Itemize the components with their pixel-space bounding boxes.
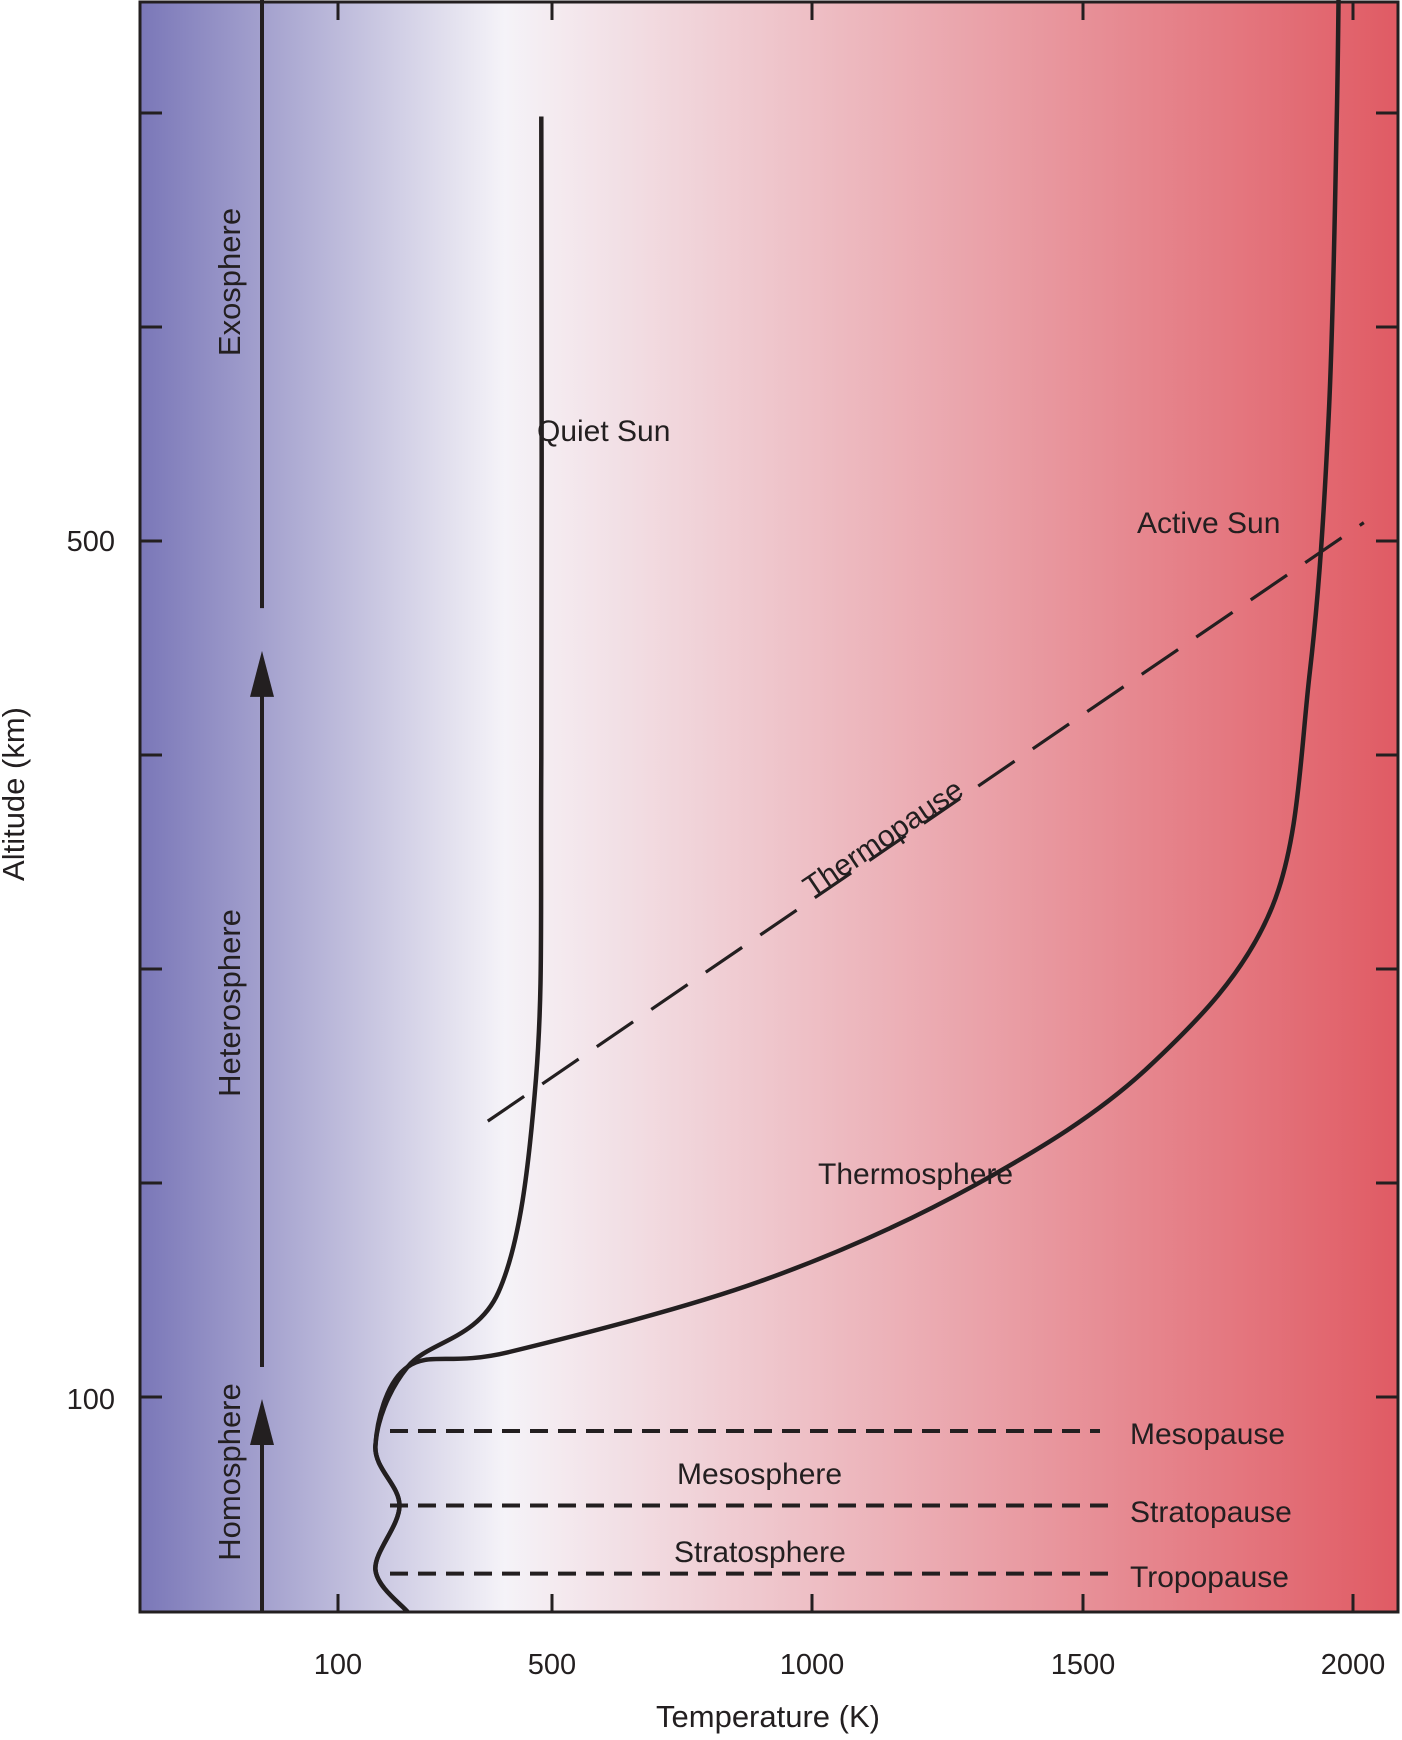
- y-tick-label-500: 500: [67, 526, 115, 558]
- plot-background: [140, 2, 1398, 1612]
- x-tick-label-1000: 1000: [780, 1649, 845, 1681]
- region-arrows: [250, 0, 274, 1612]
- exosphere-label: Exosphere: [212, 208, 247, 356]
- thermopause-line: [486, 521, 1365, 1123]
- active-sun-curve: [373, 0, 1341, 1614]
- mesopause-label: Mesopause: [1130, 1418, 1285, 1451]
- x-tick-label-2000: 2000: [1321, 1649, 1386, 1681]
- axis-tick-labels: 100 500 1000 1500 2000 500 100: [67, 526, 1386, 1681]
- temperature-curves: [373, 0, 1341, 1614]
- boundary-lines: [390, 521, 1365, 1576]
- plot-frame: [138, 0, 1400, 1614]
- homosphere-label: Homosphere: [212, 1383, 247, 1560]
- heterosphere-arrow-head: [250, 650, 274, 697]
- heterosphere-label: Heterosphere: [212, 909, 247, 1097]
- y-tick-label-100: 100: [67, 1384, 115, 1416]
- x-tick-label-500: 500: [528, 1649, 576, 1681]
- stratosphere-label: Stratosphere: [674, 1536, 846, 1569]
- x-axis-title: Temperature (K): [656, 1699, 880, 1734]
- mesosphere-label: Mesosphere: [677, 1458, 842, 1491]
- homosphere-arrow-head: [250, 1399, 274, 1445]
- stratopause-label: Stratopause: [1130, 1496, 1292, 1529]
- y-axis-title: Altitude (km): [0, 707, 31, 881]
- x-tick-label-100: 100: [314, 1649, 362, 1681]
- x-tick-label-1500: 1500: [1051, 1649, 1116, 1681]
- active-sun-label: Active Sun: [1137, 507, 1280, 540]
- tropopause-label: Tropopause: [1130, 1561, 1289, 1594]
- quiet-sun-label: Quiet Sun: [537, 415, 670, 448]
- axis-ticks: [140, 2, 1398, 1612]
- thermosphere-label: Thermosphere: [818, 1158, 1013, 1191]
